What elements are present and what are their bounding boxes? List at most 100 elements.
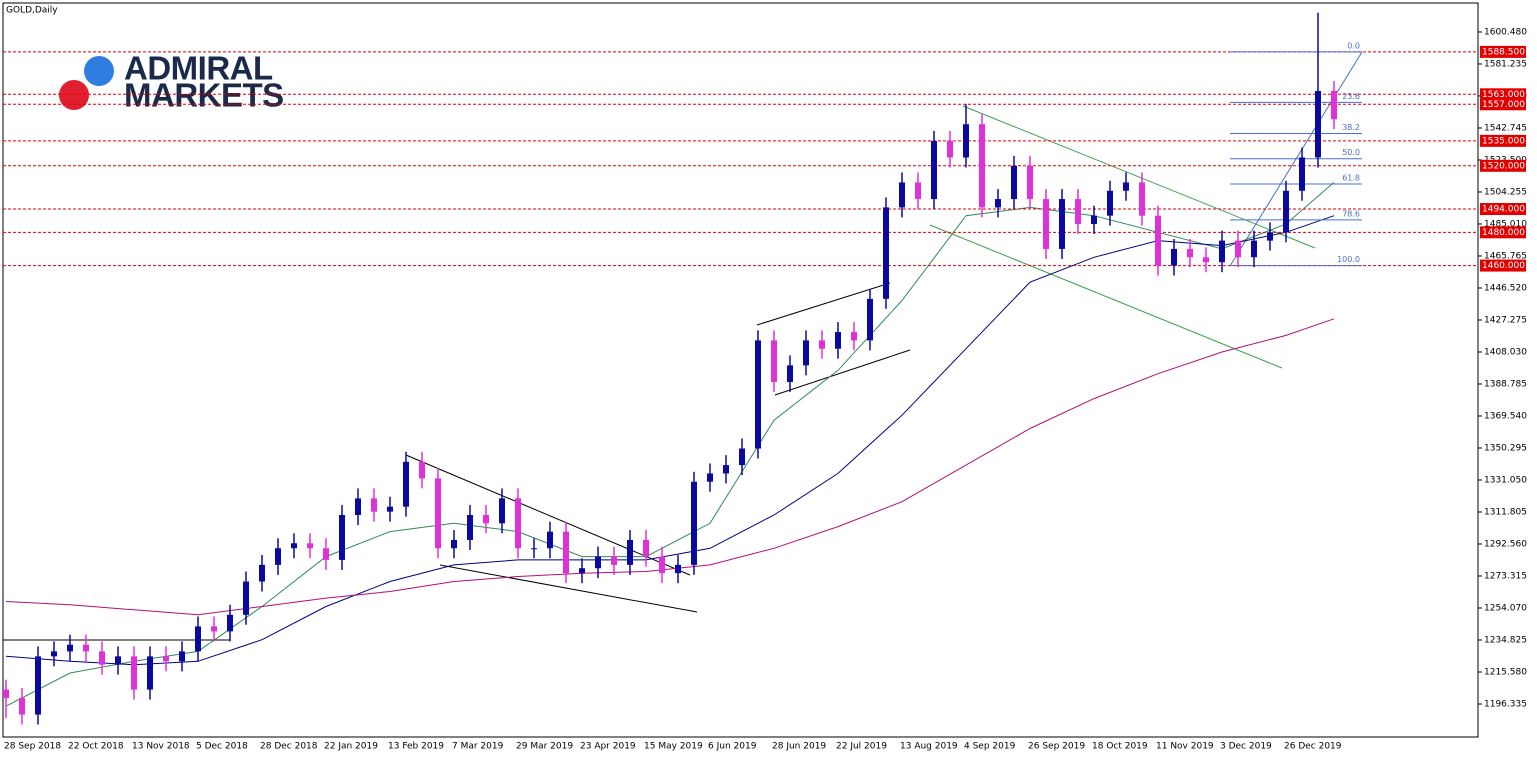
candle-body [147, 656, 153, 690]
candle-body [1059, 199, 1065, 249]
candle-body [595, 556, 601, 569]
y-tick-label: 1408.030 [1484, 347, 1527, 357]
x-tick-label: 18 Oct 2019 [1092, 742, 1148, 752]
level-label-box [1480, 88, 1526, 101]
level-label-box [1480, 134, 1526, 147]
candle-body [979, 124, 985, 208]
level-label-box [1480, 203, 1526, 216]
level-label: 1588.500 [1482, 47, 1525, 57]
fib-label: 100.0 [1337, 255, 1360, 264]
candle-body [35, 656, 41, 715]
candle-body [467, 515, 473, 540]
y-tick-label: 1504.255 [1484, 187, 1527, 197]
candle-body [915, 182, 921, 200]
candle-body [195, 626, 201, 652]
candle-body [275, 548, 281, 565]
trend-line [929, 224, 1283, 369]
x-tick-label: 11 Nov 2019 [1156, 742, 1214, 752]
candle-body [499, 498, 505, 524]
x-tick-label: 28 Sep 2018 [4, 742, 61, 752]
y-tick-label: 1542.745 [1484, 123, 1527, 133]
candle-body [451, 539, 457, 549]
logo-text: ADMIRAL [124, 50, 273, 87]
candle-body [883, 207, 889, 299]
y-tick-label: 1350.295 [1484, 443, 1527, 453]
moving-average [5, 215, 1335, 666]
candle-body [67, 644, 73, 652]
y-tick-label: 1600.480 [1484, 27, 1527, 37]
candle-body [1187, 248, 1193, 258]
x-tick-label: 26 Sep 2019 [1028, 742, 1085, 752]
x-tick-label: 22 Jan 2019 [324, 742, 378, 752]
x-tick-label: 5 Dec 2018 [196, 742, 248, 752]
candle-body [899, 182, 905, 208]
candle-body [1267, 232, 1273, 241]
y-tick-label: 1446.520 [1484, 283, 1527, 293]
candle-body [179, 651, 185, 662]
candle-body [355, 498, 361, 516]
y-tick-label: 1196.335 [1484, 700, 1527, 710]
logo-dot [84, 56, 114, 86]
candle-body [803, 340, 809, 366]
y-tick-label: 1254.070 [1484, 604, 1527, 614]
x-tick-label: 23 Apr 2019 [580, 742, 636, 752]
candle-body [547, 531, 553, 549]
drawings [3, 51, 1363, 641]
level-label-box [1480, 259, 1526, 272]
candle-body [723, 465, 729, 474]
candle-body [963, 124, 969, 158]
candle-body [259, 564, 265, 582]
candle-body [771, 340, 777, 382]
y-tick-label: 1388.785 [1484, 379, 1527, 389]
candle-body [435, 478, 441, 549]
fib-label: 50.0 [1342, 148, 1360, 157]
trend-line [774, 349, 911, 396]
x-tick-label: 28 Jun 2019 [772, 742, 826, 752]
candle-body [1283, 190, 1289, 233]
candle-body [675, 564, 681, 574]
candle-body [419, 461, 425, 479]
candle-body [1251, 240, 1257, 258]
level-label-box [1480, 98, 1526, 111]
logo-dot [59, 80, 89, 110]
x-tick-label: 4 Sep 2019 [964, 742, 1016, 752]
level-label: 1563.000 [1482, 90, 1525, 100]
candle-body [483, 515, 489, 524]
candle-body [931, 140, 937, 200]
candle-body [1011, 165, 1017, 200]
candle-body [867, 298, 873, 341]
y-tick-label: 1331.050 [1484, 476, 1527, 486]
trend-line [962, 105, 1316, 249]
level-label-box [1480, 226, 1526, 239]
level-label-box [1480, 45, 1526, 58]
candle-body [339, 515, 345, 560]
candle-body [707, 473, 713, 482]
x-tick-label: 13 Feb 2019 [388, 742, 444, 752]
candle-body [1315, 90, 1321, 158]
candle-body [115, 656, 121, 665]
candle-body [995, 199, 1001, 208]
candle-body [1235, 240, 1241, 258]
y-tick-label: 1427.275 [1484, 315, 1527, 325]
x-tick-label: 22 Jul 2019 [836, 742, 887, 752]
y-tick-label: 1273.315 [1484, 572, 1527, 582]
candle-body [323, 548, 329, 560]
x-tick-label: 13 Nov 2018 [132, 742, 190, 752]
trend-line [756, 282, 891, 326]
x-tick-label: 15 May 2019 [644, 742, 703, 752]
candle-body [947, 140, 953, 158]
candle-body [1139, 182, 1145, 216]
candle-body [531, 548, 537, 550]
candle-body [819, 340, 825, 349]
level-label: 1460.000 [1482, 261, 1525, 271]
candle-body [1219, 240, 1225, 263]
trend-line [439, 564, 698, 613]
candle-body [1171, 248, 1177, 266]
candle-body [643, 539, 649, 557]
candle-body [611, 556, 617, 565]
y-tick-label: 1369.540 [1484, 411, 1527, 421]
y-tick-label: 1465.765 [1484, 251, 1527, 261]
candle-body [1155, 215, 1161, 266]
candle-body [131, 656, 137, 690]
level-label: 1520.000 [1482, 161, 1525, 171]
